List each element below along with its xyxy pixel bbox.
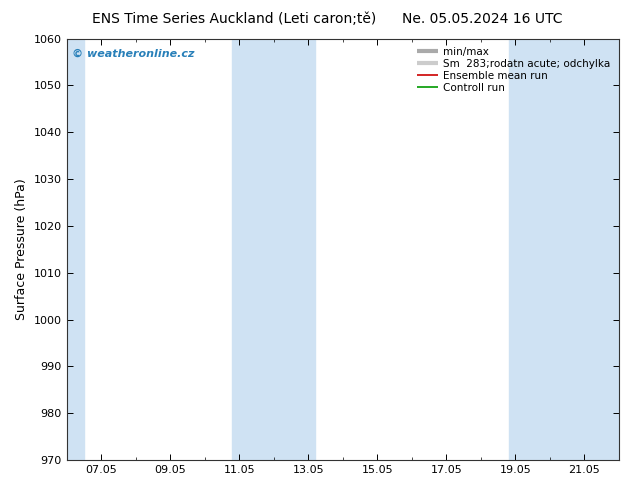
Text: © weatheronline.cz: © weatheronline.cz xyxy=(72,49,195,59)
Bar xyxy=(232,39,315,460)
Legend: min/max, Sm  283;rodatn acute; odchylka, Ensemble mean run, Controll run: min/max, Sm 283;rodatn acute; odchylka, … xyxy=(414,44,614,97)
Y-axis label: Surface Pressure (hPa): Surface Pressure (hPa) xyxy=(15,178,28,320)
Text: ENS Time Series Auckland (Leti caron;tě): ENS Time Series Auckland (Leti caron;tě) xyxy=(93,12,377,26)
Bar xyxy=(508,39,623,460)
Text: Ne. 05.05.2024 16 UTC: Ne. 05.05.2024 16 UTC xyxy=(401,12,562,26)
Bar xyxy=(63,39,84,460)
